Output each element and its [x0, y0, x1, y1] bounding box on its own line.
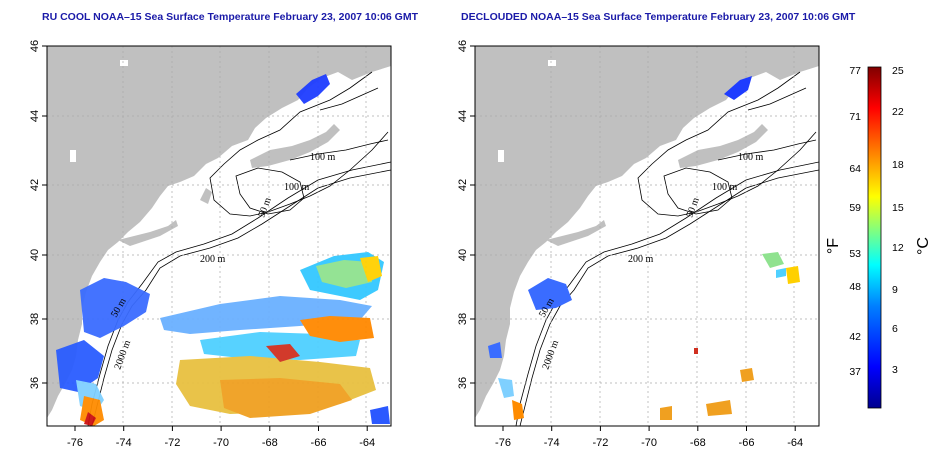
- sst-patches: [488, 76, 800, 420]
- land-mass: [475, 46, 819, 418]
- contour-label-200m: 200 m: [628, 254, 654, 265]
- x-tick-label: -64: [787, 437, 803, 449]
- x-tick-label: -76: [67, 437, 83, 449]
- y-tick-label: 44: [29, 110, 41, 122]
- y-tick-label: 44: [457, 110, 469, 122]
- contour-label-100m-gulf: 100 m: [712, 182, 738, 193]
- fahrenheit-tick-label: 77: [849, 65, 861, 77]
- celsius-labels: 25 22 18 15 12 9 6 3: [892, 65, 904, 376]
- right-map-title: DECLOUDED NOAA–15 Sea Surface Temperatur…: [461, 11, 856, 23]
- fahrenheit-labels: 77 71 64 59 53 48 42 37: [849, 65, 861, 378]
- map-frame: [474, 45, 820, 427]
- fahrenheit-tick-label: 71: [849, 111, 861, 123]
- fahrenheit-tick-label: 37: [849, 366, 861, 378]
- x-tick-label: -66: [739, 437, 755, 449]
- celsius-tick-label: 15: [892, 202, 904, 214]
- right-sst-map: 100 m 100 m 50 m 200 m 50 m 2000 m -76 -7…: [457, 40, 820, 449]
- x-tick-label: -74: [544, 437, 560, 449]
- x-tick-label: -74: [116, 437, 132, 449]
- celsius-tick-label: 25: [892, 65, 904, 77]
- fahrenheit-tick-label: 59: [849, 202, 861, 214]
- celsius-unit-label: °C: [915, 237, 932, 255]
- contour-label-100m-north: 100 m: [310, 152, 336, 163]
- y-tick-label: 40: [457, 249, 469, 261]
- contour-label-100m-gulf: 100 m: [284, 182, 310, 193]
- x-tick-label: -76: [495, 437, 511, 449]
- x-tick-label: -70: [641, 437, 657, 449]
- y-tick-label: 46: [457, 40, 469, 52]
- contour-label-100m-north: 100 m: [738, 152, 764, 163]
- left-sst-map: 100 m 100 m 50 m 200 m 50 m 2000 m -76 -7…: [29, 40, 392, 449]
- fahrenheit-tick-label: 42: [849, 331, 861, 343]
- celsius-tick-label: 22: [892, 106, 904, 118]
- y-tick-label: 36: [457, 377, 469, 389]
- celsius-tick-label: 18: [892, 159, 904, 171]
- celsius-tick-label: 9: [892, 284, 898, 296]
- celsius-tick-label: 6: [892, 323, 898, 335]
- map-frame: [46, 45, 392, 427]
- y-tick-label: 38: [29, 313, 41, 325]
- y-axis-ticks: 36 38 40 42 44 46: [457, 40, 475, 389]
- y-axis-ticks: 36 38 40 42 44 46: [29, 40, 47, 389]
- x-tick-label: -64: [359, 437, 375, 449]
- y-tick-label: 38: [457, 313, 469, 325]
- contour-label-200m: 200 m: [200, 254, 226, 265]
- left-map-title: RU COOL NOAA–15 Sea Surface Temperature …: [42, 11, 419, 23]
- fahrenheit-tick-label: 64: [849, 163, 861, 175]
- y-tick-label: 46: [29, 40, 41, 52]
- land-mass: [47, 46, 391, 418]
- y-tick-label: 42: [29, 179, 41, 191]
- colorbar-gradient: [867, 66, 882, 409]
- x-tick-label: -66: [311, 437, 327, 449]
- x-tick-label: -68: [690, 437, 706, 449]
- x-tick-label: -70: [213, 437, 229, 449]
- sst-patches: [56, 74, 390, 426]
- x-tick-label: -72: [592, 437, 608, 449]
- y-tick-label: 42: [457, 179, 469, 191]
- celsius-tick-label: 12: [892, 242, 904, 254]
- fahrenheit-tick-label: 53: [849, 248, 861, 260]
- y-tick-label: 36: [29, 377, 41, 389]
- bathymetry-contours: [87, 71, 391, 426]
- x-tick-label: -72: [164, 437, 180, 449]
- y-tick-label: 40: [29, 249, 41, 261]
- x-tick-label: -68: [262, 437, 278, 449]
- celsius-tick-label: 3: [892, 364, 898, 376]
- fahrenheit-tick-label: 48: [849, 281, 861, 293]
- x-axis-ticks: -76 -74 -72 -70 -68 -66 -64: [495, 426, 803, 449]
- temperature-colorbar: 77 71 64 59 53 48 42 37 25 22 18 15 12 9 6 3 °F °C: [825, 65, 932, 409]
- x-axis-ticks: -76 -74 -72 -70 -68 -66 -64: [67, 426, 375, 449]
- fahrenheit-unit-label: °F: [825, 238, 842, 254]
